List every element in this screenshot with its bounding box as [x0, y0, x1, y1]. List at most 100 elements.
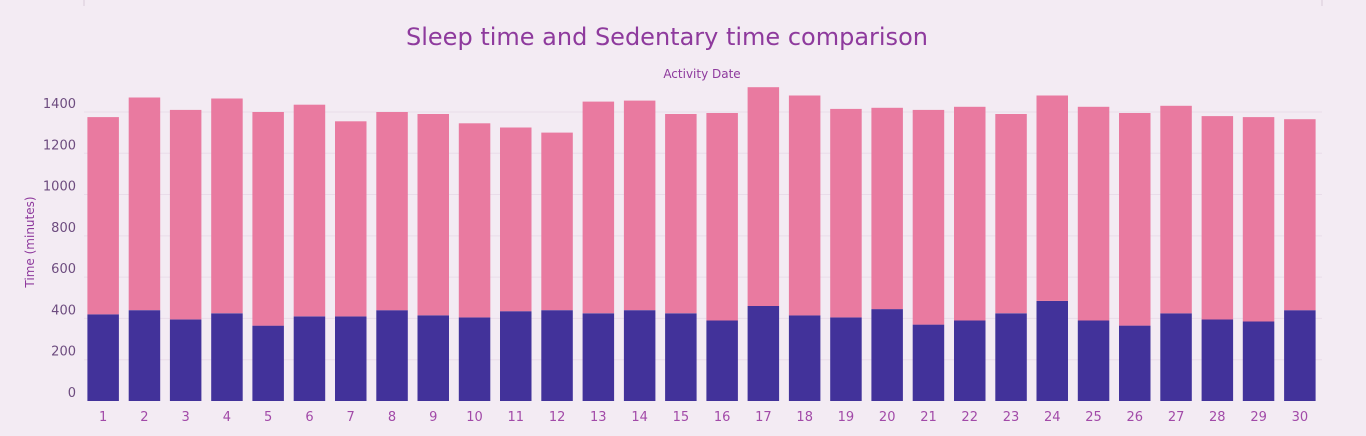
bar-25-series-1 [1077, 320, 1110, 401]
bar-5-series-1 [252, 325, 284, 401]
x-tick-label-17: 17 [755, 410, 772, 425]
x-tick-label-27: 27 [1168, 410, 1185, 425]
bar-1-series-2 [87, 117, 119, 315]
bar-10-series-1 [458, 317, 491, 401]
x-axis-ticks: 1 2 3 4 5 6 7 8 9 10 11 12 13 14 15 16 17 18 19 20 21 22 23 24 2… [99, 410, 1308, 425]
y-axis-title: Time (minutes) [23, 196, 37, 288]
y-tick-label-800: 800 [51, 221, 76, 236]
bar-16-series-1 [706, 320, 738, 401]
x-tick-label-20: 20 [879, 410, 896, 425]
bar-29-series-1 [1242, 321, 1275, 401]
bar-19-series-1 [830, 317, 862, 401]
bar-15-series-2 [665, 114, 697, 314]
x-tick-label-13: 13 [590, 410, 607, 425]
y-tick-label-200: 200 [51, 345, 76, 360]
bar-23-series-2 [995, 114, 1027, 314]
x-tick-label-4: 4 [223, 410, 231, 425]
bar-11-series-1 [500, 311, 532, 401]
bar-6-series-1 [293, 316, 326, 401]
bars [87, 87, 1316, 401]
bar-8-series-1 [376, 310, 408, 401]
bar-22-series-2 [954, 106, 986, 321]
bar-13-series-2 [582, 101, 615, 314]
bar-12-series-1 [541, 310, 573, 401]
bar-20-series-1 [871, 309, 903, 401]
bar-27-series-1 [1160, 313, 1192, 401]
bar-13-series-1 [582, 313, 615, 401]
bar-24-series-2 [1036, 95, 1068, 301]
x-tick-label-16: 16 [714, 410, 731, 425]
x-tick-label-9: 9 [429, 410, 437, 425]
x-tick-label-12: 12 [549, 410, 566, 425]
bar-25-series-2 [1077, 106, 1110, 321]
x-tick-label-3: 3 [182, 410, 190, 425]
bar-18-series-1 [788, 315, 821, 401]
bar-4-series-1 [211, 313, 243, 401]
bar-21-series-2 [912, 109, 945, 325]
bar-21-series-1 [912, 324, 945, 401]
bar-19-series-2 [830, 108, 862, 318]
bar-29-series-2 [1242, 117, 1275, 322]
bar-26-series-2 [1119, 113, 1151, 326]
y-tick-label-1200: 1200 [43, 138, 76, 153]
x-axis-title: Activity Date [663, 67, 740, 81]
bar-30-series-1 [1284, 310, 1316, 401]
bar-27-series-2 [1160, 105, 1192, 314]
bar-18-series-2 [788, 95, 821, 316]
x-tick-label-22: 22 [961, 410, 978, 425]
bar-2-series-1 [128, 310, 161, 401]
bar-24-series-1 [1036, 300, 1068, 401]
bar-16-series-2 [706, 113, 738, 321]
bar-28-series-2 [1201, 116, 1234, 320]
x-tick-label-24: 24 [1044, 410, 1061, 425]
y-tick-label-1400: 1400 [43, 97, 76, 112]
bar-12-series-2 [541, 132, 573, 311]
bar-9-series-1 [417, 315, 449, 401]
bar-10-series-2 [458, 123, 491, 318]
bar-17-series-2 [747, 87, 780, 306]
x-tick-label-14: 14 [631, 410, 648, 425]
x-tick-label-5: 5 [264, 410, 272, 425]
bar-8-series-2 [376, 112, 408, 311]
x-tick-label-25: 25 [1085, 410, 1102, 425]
bar-22-series-1 [954, 320, 986, 401]
bar-1-series-1 [87, 314, 119, 401]
x-tick-label-26: 26 [1127, 410, 1144, 425]
bar-20-series-2 [871, 107, 903, 310]
y-tick-label-400: 400 [51, 303, 76, 318]
bar-17-series-1 [747, 306, 780, 401]
y-tick-label-600: 600 [51, 262, 76, 277]
bar-28-series-1 [1201, 319, 1234, 401]
bar-15-series-1 [665, 313, 697, 401]
x-tick-label-29: 29 [1250, 410, 1267, 425]
bar-6-series-2 [293, 104, 326, 317]
bar-7-series-2 [335, 121, 367, 317]
bar-5-series-2 [252, 112, 284, 326]
bar-26-series-1 [1119, 325, 1151, 401]
bar-9-series-2 [417, 114, 449, 316]
x-tick-label-6: 6 [305, 410, 313, 425]
bar-30-series-2 [1284, 119, 1316, 311]
y-tick-label-0: 0 [68, 386, 76, 401]
chart-title: Sleep time and Sedentary time comparison [406, 23, 928, 51]
x-tick-label-7: 7 [347, 410, 355, 425]
x-tick-label-18: 18 [796, 410, 813, 425]
x-tick-label-2: 2 [140, 410, 148, 425]
x-tick-label-19: 19 [838, 410, 855, 425]
x-tick-label-23: 23 [1003, 410, 1020, 425]
x-tick-label-1: 1 [99, 410, 107, 425]
x-tick-label-8: 8 [388, 410, 396, 425]
bar-3-series-1 [169, 319, 202, 401]
bar-7-series-1 [335, 316, 367, 401]
bar-11-series-2 [500, 127, 532, 312]
bar-3-series-2 [169, 109, 202, 320]
bar-14-series-1 [623, 310, 656, 401]
x-tick-label-21: 21 [920, 410, 937, 425]
x-tick-label-30: 30 [1292, 410, 1309, 425]
x-tick-label-11: 11 [508, 410, 525, 425]
bar-14-series-2 [623, 100, 656, 311]
y-axis-ticks: 0 200 400 600 800 1000 1200 1400 [43, 97, 76, 401]
bar-23-series-1 [995, 313, 1027, 401]
y-tick-label-1000: 1000 [43, 180, 76, 195]
